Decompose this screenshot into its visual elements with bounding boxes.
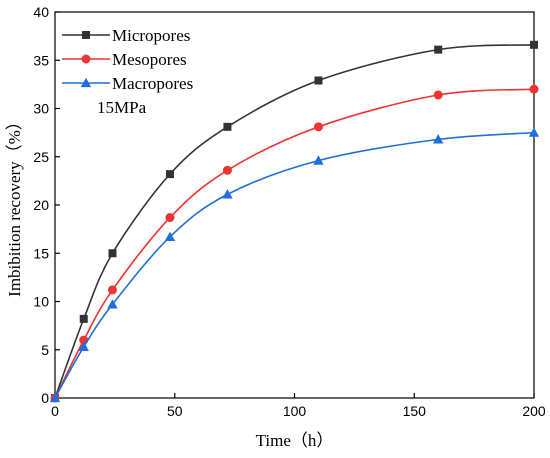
data-point	[313, 155, 324, 165]
data-point	[434, 45, 443, 54]
data-point	[78, 341, 89, 352]
y-tick-label: 40	[33, 4, 49, 20]
data-point	[222, 165, 232, 175]
x-tick-label: 50	[167, 403, 183, 419]
annotation-label: 15MPa	[97, 98, 147, 117]
data-point	[222, 189, 233, 199]
x-tick-label: 150	[403, 403, 427, 419]
series-line	[54, 131, 535, 399]
series-layer	[49, 40, 540, 403]
series-line	[54, 88, 535, 399]
data-point	[314, 76, 323, 85]
data-point	[433, 90, 443, 100]
data-point	[313, 122, 323, 132]
y-tick-label: 15	[33, 245, 49, 261]
data-point	[164, 231, 176, 242]
y-tick-label: 5	[41, 342, 49, 358]
data-point	[530, 40, 538, 49]
data-point	[433, 134, 444, 144]
y-tick-label: 10	[33, 294, 49, 310]
legend-label: Mesopores	[112, 50, 187, 69]
legend-marker	[80, 77, 92, 88]
data-point	[107, 299, 118, 309]
x-axis-title: Time（h）	[256, 431, 334, 450]
plot-frame	[54, 11, 535, 399]
legend: Micropores Mesopores Macropores	[62, 26, 193, 93]
data-point	[528, 127, 540, 137]
y-tick-label: 25	[33, 149, 49, 165]
series-mesopores	[50, 84, 539, 403]
y-tick-label: 0	[41, 390, 49, 406]
data-point	[79, 314, 88, 323]
series-line	[54, 44, 535, 399]
data-point	[165, 213, 175, 223]
x-tick-label: 100	[283, 403, 307, 419]
data-point	[108, 249, 117, 258]
series-micropores	[51, 40, 538, 402]
data-point	[529, 84, 539, 94]
legend-label: Macropores	[112, 74, 193, 93]
x-tick-label: 0	[51, 403, 59, 419]
legend-marker	[82, 31, 90, 39]
data-point	[165, 170, 174, 179]
y-axis-title: Imbibition recovery（%）	[5, 113, 24, 297]
y-tick-label: 35	[33, 52, 49, 68]
data-point	[107, 285, 117, 295]
x-tick-label: 200	[522, 403, 546, 419]
y-tick-label: 20	[33, 197, 49, 213]
series-macropores	[49, 127, 540, 403]
y-tick-label: 30	[33, 101, 49, 117]
legend-label: Micropores	[112, 26, 190, 45]
data-point	[49, 392, 61, 403]
legend-marker	[81, 54, 91, 64]
plot-border	[54, 11, 535, 399]
data-point	[223, 122, 232, 131]
axis-ticks: 0 50 100 150 200 0 5 10 15 20 25 30 35 40	[33, 4, 545, 419]
